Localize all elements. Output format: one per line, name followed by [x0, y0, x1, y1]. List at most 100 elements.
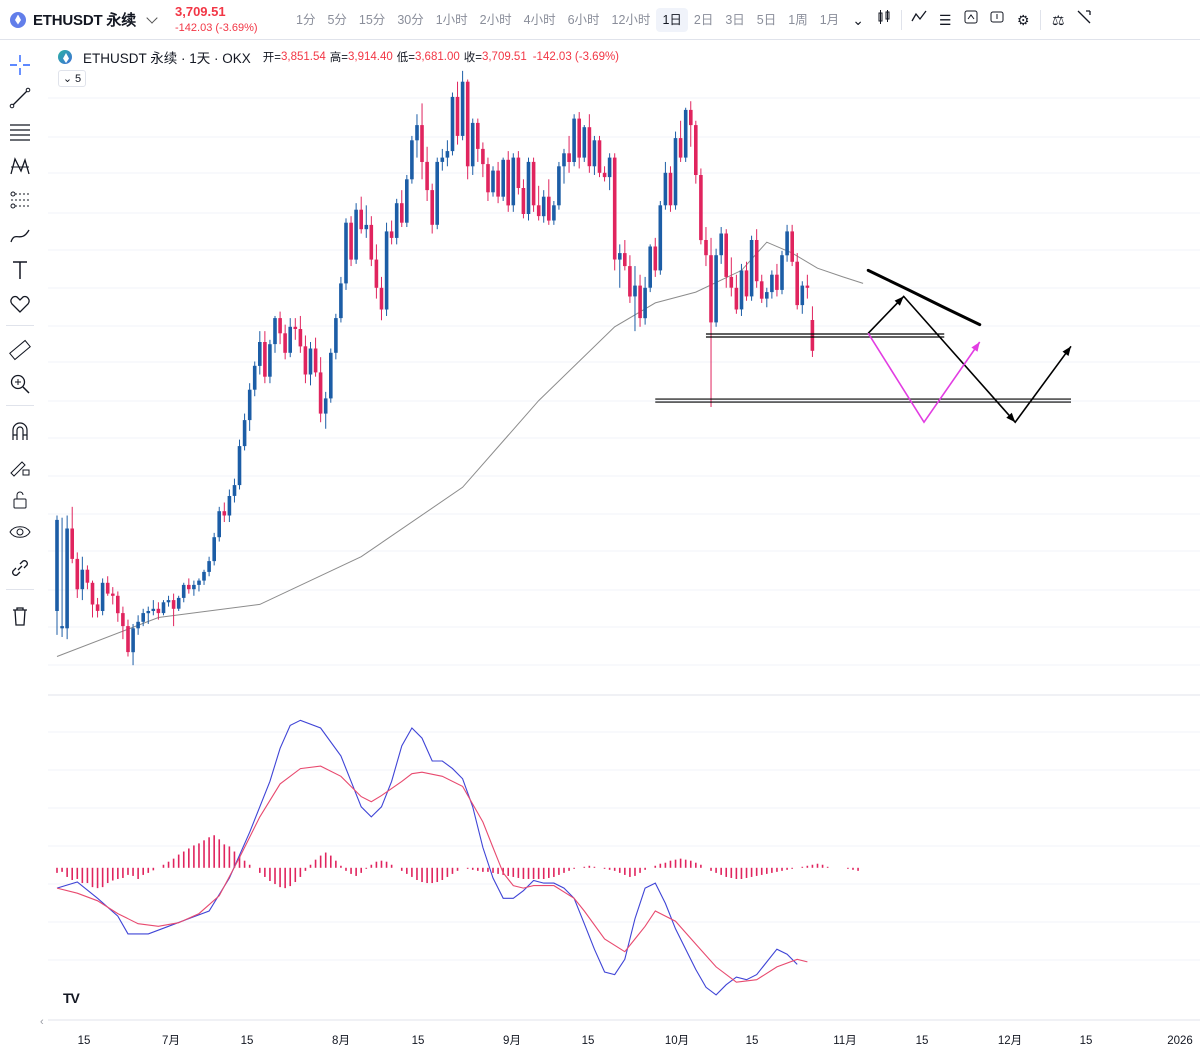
interval-button-0[interactable]: 1分	[296, 12, 316, 27]
indicators-icon[interactable]	[906, 8, 932, 32]
legend-change: -142.03 (-3.69%)	[532, 51, 620, 63]
magenta-path	[867, 332, 981, 424]
interval-button-4[interactable]: 1小时	[435, 12, 468, 27]
candle-body-29	[202, 571, 206, 581]
x-axis-label-5: 9月	[503, 1035, 521, 1047]
candle-body-137	[749, 240, 754, 297]
fullscreen-icon[interactable]	[1071, 8, 1097, 32]
candle-body-5	[80, 569, 85, 590]
candle-body-74	[430, 190, 434, 225]
candle-body-147	[800, 285, 805, 306]
candle-body-119	[658, 205, 663, 271]
balance-icon[interactable]: ⚖	[1051, 11, 1065, 28]
candle-body-11	[111, 593, 115, 596]
scroll-left-icon[interactable]: ‹	[40, 1016, 44, 1028]
candle-body-99	[557, 166, 561, 206]
candle-body-78	[450, 96, 455, 152]
candle-body-126	[694, 125, 698, 175]
settings-gear-icon[interactable]: ⚙	[1016, 11, 1030, 28]
candle-type-icon[interactable]	[871, 8, 897, 32]
fib-icon[interactable]	[8, 120, 32, 144]
candle-body-20	[156, 608, 161, 614]
layout-icon[interactable]: ☰	[938, 11, 952, 28]
candle-body-50	[308, 348, 313, 375]
candle-body-143	[780, 255, 784, 290]
text-icon[interactable]	[8, 258, 32, 282]
candle-body-128	[704, 240, 708, 256]
candle-body-131	[719, 233, 723, 256]
candle-body-113	[628, 266, 632, 297]
replay-icon[interactable]	[958, 8, 984, 32]
candle-body-10	[105, 582, 110, 594]
interval-button-1[interactable]: 5分	[327, 12, 347, 27]
candle-body-30	[207, 561, 211, 572]
macd-macd-line	[56, 719, 798, 996]
toolbar-divider	[1040, 9, 1042, 30]
candle-body-44	[278, 318, 282, 334]
candle-body-132	[724, 233, 728, 277]
candle-body-98	[552, 205, 556, 221]
x-axis-label-12: 15	[1080, 1035, 1093, 1047]
symbol-selector[interactable]: ETHUSDT 永续	[0, 0, 175, 40]
candle-body-82	[470, 122, 475, 167]
candle-body-3	[70, 528, 74, 559]
candle-body-129	[709, 255, 713, 323]
legend-high-label: 高=	[329, 52, 348, 64]
candle-body-37	[242, 420, 247, 447]
candle-body-40	[258, 342, 262, 366]
interval-button-5[interactable]: 2小时	[479, 12, 512, 27]
zoom-icon[interactable]	[8, 372, 32, 396]
projection-icon[interactable]	[8, 188, 32, 212]
interval-button-13[interactable]: 1周	[788, 12, 808, 27]
candle-body-118	[653, 246, 658, 271]
heart-icon[interactable]	[8, 292, 32, 316]
candle-body-83	[476, 122, 480, 149]
tradingview-logo[interactable]: TV	[63, 990, 80, 1006]
interval-button-9[interactable]: 1日	[656, 7, 688, 32]
crosshair-icon[interactable]	[8, 53, 32, 77]
candle-body-90	[511, 157, 516, 206]
interval-button-12[interactable]: 5日	[756, 12, 777, 27]
trendline-icon[interactable]	[8, 86, 32, 110]
candle-body-63	[374, 259, 379, 288]
candle-body-79	[455, 96, 460, 136]
candle-body-148	[805, 285, 810, 288]
candle-body-77	[445, 151, 450, 158]
candle-body-120	[663, 172, 668, 206]
alert-icon[interactable]	[984, 8, 1010, 32]
candle-body-35	[232, 485, 237, 496]
ruler-icon[interactable]	[8, 338, 32, 362]
candle-body-27	[192, 584, 196, 590]
black-path-arrow-end	[1062, 346, 1071, 356]
black-path	[867, 295, 1072, 424]
interval-button-7[interactable]: 6小时	[567, 12, 600, 27]
magnet-icon[interactable]	[8, 419, 32, 443]
legend-open-label: 开=	[262, 52, 281, 64]
candle-body-52	[318, 372, 323, 414]
pencil-lock-icon[interactable]	[8, 454, 32, 478]
candle-body-139	[759, 281, 764, 299]
brush-icon[interactable]	[8, 223, 32, 247]
more-intervals-chevron-icon[interactable]: ⌄	[852, 11, 865, 28]
pattern-icon[interactable]	[8, 154, 32, 178]
eth-coin-icon	[10, 11, 26, 28]
indicator-collapse-button[interactable]: ⌄ 5	[58, 70, 86, 87]
lock-icon[interactable]	[8, 488, 32, 512]
chart-legend: ETHUSDT 永续 · 1天 · OKX 开= 3,851.54 高= 3,914…	[58, 47, 619, 67]
candle-body-49	[303, 346, 308, 375]
interval-button-11[interactable]: 3日	[725, 12, 745, 27]
interval-button-3[interactable]: 30分	[397, 12, 424, 27]
candle-body-61	[364, 224, 369, 230]
trash-icon[interactable]	[8, 604, 32, 628]
candle-body-36	[237, 446, 242, 486]
interval-button-6[interactable]: 4小时	[523, 12, 556, 27]
interval-button-10[interactable]: 2日	[693, 12, 714, 27]
eye-icon[interactable]	[8, 520, 32, 544]
interval-button-14[interactable]: 1月	[819, 12, 840, 27]
candle-body-109	[607, 157, 612, 178]
candle-body-24	[176, 597, 181, 609]
interval-button-8[interactable]: 12小时	[611, 12, 651, 27]
link-icon[interactable]	[8, 556, 32, 580]
interval-button-2[interactable]: 15分	[358, 12, 386, 27]
